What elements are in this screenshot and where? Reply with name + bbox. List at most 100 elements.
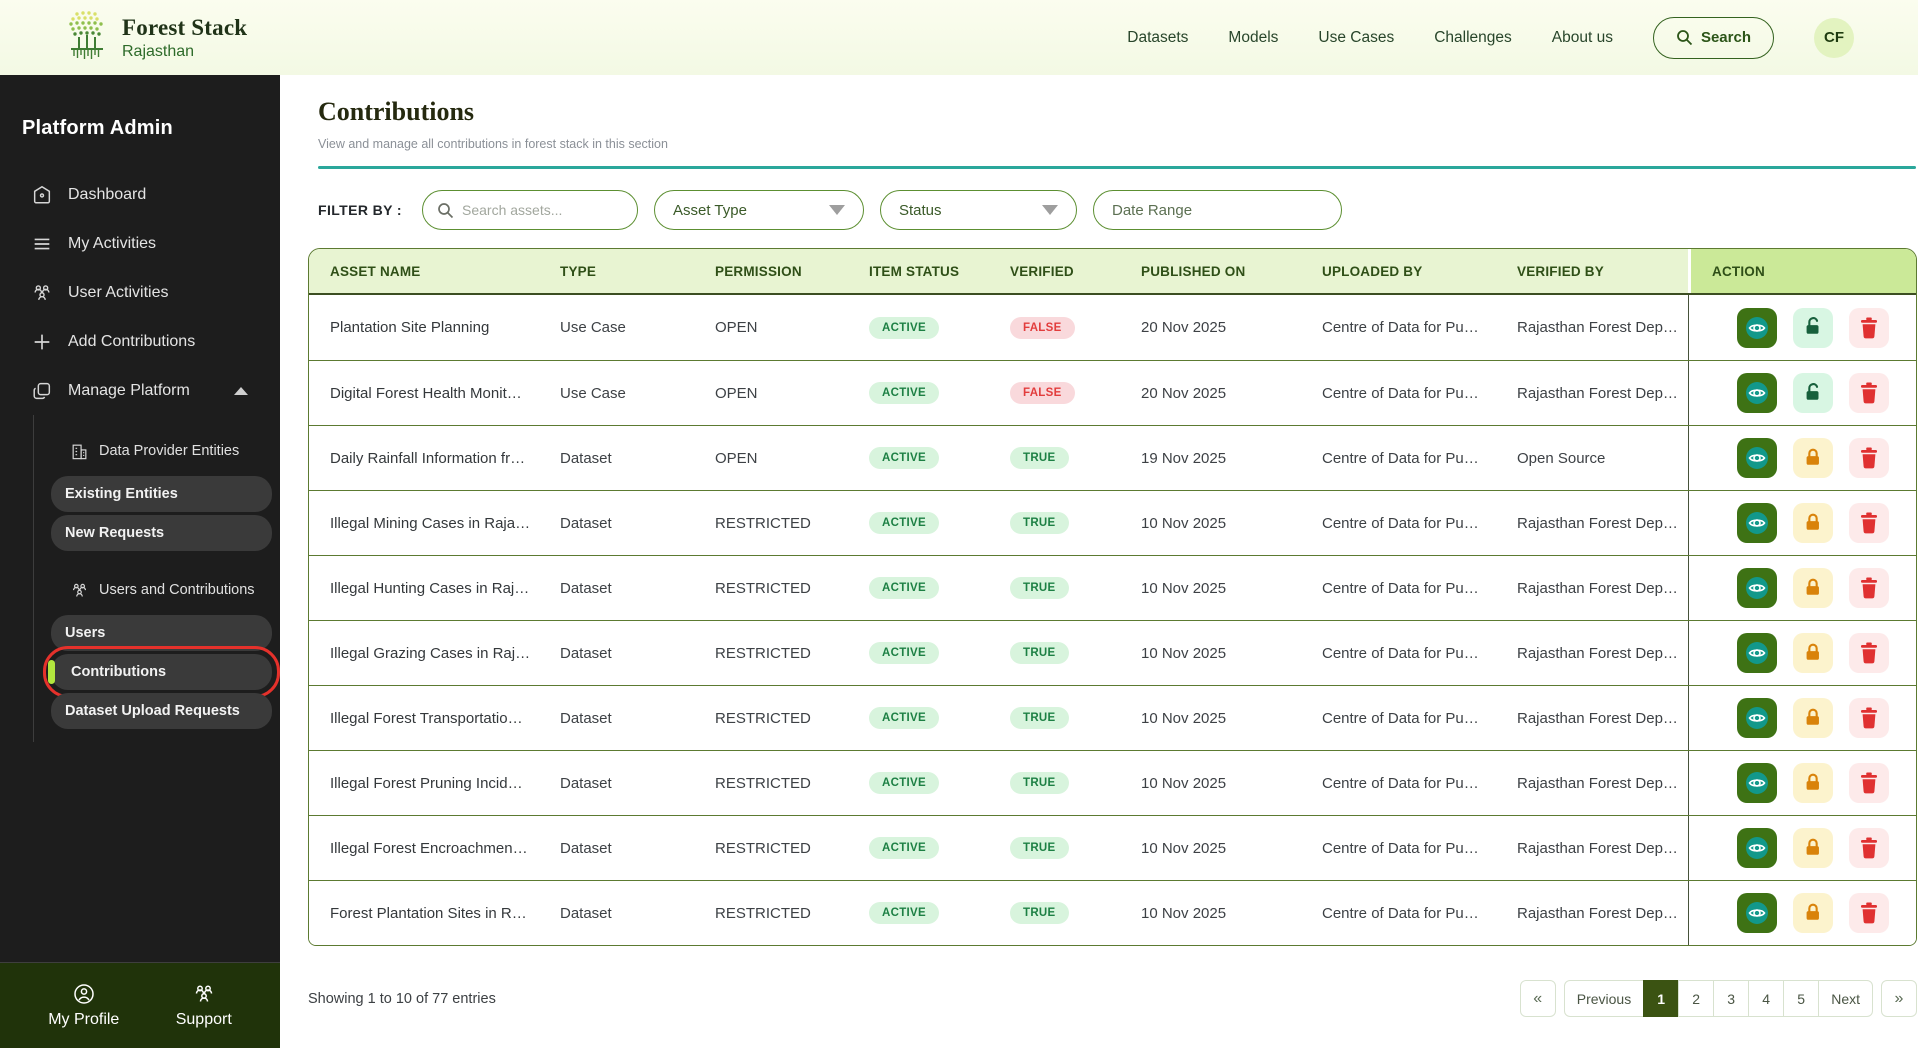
first-page-button[interactable]: «: [1520, 980, 1556, 1017]
avatar[interactable]: CF: [1814, 18, 1854, 58]
page-2-button[interactable]: 2: [1678, 980, 1714, 1017]
lock-button[interactable]: [1793, 893, 1833, 933]
delete-button[interactable]: [1849, 503, 1889, 543]
sidebar-item-label: Dataset Upload Requests: [65, 703, 240, 719]
nav-datasets[interactable]: Datasets: [1127, 29, 1188, 47]
sidebar-item-label: Existing Entities: [65, 486, 178, 502]
view-button[interactable]: [1737, 373, 1777, 413]
support-button[interactable]: Support: [176, 982, 232, 1029]
last-page-button[interactable]: »: [1881, 980, 1917, 1017]
next-page-button[interactable]: Next: [1818, 980, 1873, 1017]
lock-button[interactable]: [1793, 568, 1833, 608]
search-button[interactable]: Search: [1653, 17, 1774, 59]
sidebar-item-dataset-upload-requests[interactable]: Dataset Upload Requests: [51, 693, 272, 729]
lock-button[interactable]: [1793, 828, 1833, 868]
my-profile-label: My Profile: [48, 1011, 119, 1029]
sidebar-item-users[interactable]: Users: [51, 615, 272, 651]
delete-button[interactable]: [1849, 568, 1889, 608]
asset-search-field[interactable]: [422, 190, 638, 230]
delete-button[interactable]: [1849, 373, 1889, 413]
delete-button[interactable]: [1849, 698, 1889, 738]
sidebar-item-user-activities[interactable]: User Activities: [0, 268, 280, 317]
copy-squares-icon: [31, 380, 53, 402]
verified-by-cell: Rajasthan Forest Dep…: [1517, 295, 1688, 360]
eye-icon: [1744, 510, 1770, 536]
lock-button[interactable]: [1793, 373, 1833, 413]
date-range-field[interactable]: Date Range: [1093, 190, 1342, 230]
trash-icon: [1859, 707, 1879, 729]
view-button[interactable]: [1737, 763, 1777, 803]
page-5-button[interactable]: 5: [1783, 980, 1819, 1017]
nav-use-cases[interactable]: Use Cases: [1318, 29, 1394, 47]
lock-button[interactable]: [1793, 438, 1833, 478]
sidebar-item-add-contributions[interactable]: Add Contributions: [0, 317, 280, 366]
asset-name-cell: Illegal Hunting Cases in Raj…: [309, 556, 560, 620]
type-cell: Dataset: [560, 556, 715, 620]
col-verified: VERIFIED: [1010, 249, 1141, 293]
nav-challenges[interactable]: Challenges: [1434, 29, 1512, 47]
view-button[interactable]: [1737, 568, 1777, 608]
col-published-on: PUBLISHED ON: [1141, 249, 1322, 293]
view-button[interactable]: [1737, 893, 1777, 933]
trash-icon: [1859, 772, 1879, 794]
asset-name-cell: Illegal Forest Transportatio…: [309, 686, 560, 750]
view-button[interactable]: [1737, 633, 1777, 673]
nav-about-us[interactable]: About us: [1552, 29, 1613, 47]
status-dropdown[interactable]: Status: [880, 190, 1077, 230]
forest-stack-logo-icon: [64, 8, 110, 67]
brand[interactable]: Forest Stack Rajasthan: [64, 8, 247, 67]
delete-button[interactable]: [1849, 308, 1889, 348]
sidebar-item-my-activities[interactable]: My Activities: [0, 219, 280, 268]
view-button[interactable]: [1737, 308, 1777, 348]
lock-button[interactable]: [1793, 763, 1833, 803]
filter-bar: FILTER BY : Asset Type Status: [318, 190, 1917, 230]
view-button[interactable]: [1737, 698, 1777, 738]
lock-button[interactable]: [1793, 698, 1833, 738]
type-cell: Use Case: [560, 295, 715, 360]
verified-badge: TRUE: [1010, 902, 1069, 924]
verified-by-cell: Rajasthan Forest Dep…: [1517, 751, 1688, 815]
verified-by-cell: Rajasthan Forest Dep…: [1517, 686, 1688, 750]
eye-icon: [1744, 770, 1770, 796]
sidebar-item-existing-entities[interactable]: Existing Entities: [51, 476, 272, 512]
my-profile-button[interactable]: My Profile: [48, 982, 119, 1029]
delete-button[interactable]: [1849, 438, 1889, 478]
page-4-button[interactable]: 4: [1748, 980, 1784, 1017]
action-cell: [1688, 621, 1916, 685]
delete-button[interactable]: [1849, 828, 1889, 868]
published-on-cell: 20 Nov 2025: [1141, 361, 1322, 425]
uploaded-by-cell: Centre of Data for Pu…: [1322, 881, 1517, 945]
uploaded-by-cell: Centre of Data for Pu…: [1322, 621, 1517, 685]
date-range-label: Date Range: [1112, 202, 1192, 219]
sidebar-item-manage-platform[interactable]: Manage Platform: [0, 366, 280, 415]
lock-button[interactable]: [1793, 503, 1833, 543]
lock-open-icon: [1802, 315, 1824, 340]
asset-name-cell: Illegal Mining Cases in Raja…: [309, 491, 560, 555]
sidebar-item-contributions-active[interactable]: Contributions: [51, 654, 272, 690]
sidebar-item-users-and-contributions[interactable]: Users and Contributions: [34, 568, 280, 612]
published-on-cell: 19 Nov 2025: [1141, 426, 1322, 490]
view-button[interactable]: [1737, 438, 1777, 478]
sidebar-item-new-requests[interactable]: New Requests: [51, 515, 272, 551]
brand-subtitle: Rajasthan: [122, 43, 247, 61]
lock-button[interactable]: [1793, 633, 1833, 673]
sidebar-item-dashboard[interactable]: Dashboard: [0, 170, 280, 219]
page-1-button[interactable]: 1: [1643, 980, 1679, 1017]
col-asset-name: ASSET NAME: [309, 249, 560, 293]
lock-button[interactable]: [1793, 308, 1833, 348]
home-icon: [31, 184, 53, 206]
table-row: Illegal Forest Pruning Incid… Dataset RE…: [309, 750, 1916, 815]
nav-models[interactable]: Models: [1228, 29, 1278, 47]
delete-button[interactable]: [1849, 633, 1889, 673]
col-verified-by: VERIFIED BY: [1517, 249, 1688, 293]
previous-page-button[interactable]: Previous: [1564, 980, 1644, 1017]
sidebar-item-data-provider-entities[interactable]: Data Provider Entities: [34, 429, 280, 473]
page-3-button[interactable]: 3: [1713, 980, 1749, 1017]
search-assets-input[interactable]: [462, 202, 623, 218]
view-button[interactable]: [1737, 828, 1777, 868]
delete-button[interactable]: [1849, 893, 1889, 933]
delete-button[interactable]: [1849, 763, 1889, 803]
item-status-badge: ACTIVE: [869, 577, 939, 599]
asset-type-dropdown[interactable]: Asset Type: [654, 190, 864, 230]
view-button[interactable]: [1737, 503, 1777, 543]
